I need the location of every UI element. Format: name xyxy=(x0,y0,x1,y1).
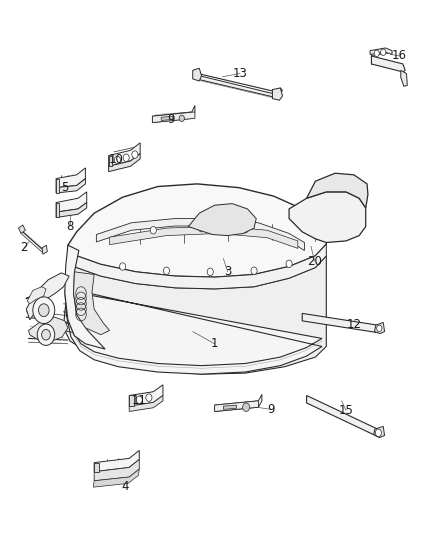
Polygon shape xyxy=(68,184,326,277)
Circle shape xyxy=(198,224,205,232)
Polygon shape xyxy=(64,256,326,374)
Polygon shape xyxy=(370,48,392,54)
Text: 4: 4 xyxy=(121,480,129,492)
Text: 12: 12 xyxy=(346,318,361,330)
Polygon shape xyxy=(42,245,47,254)
Polygon shape xyxy=(188,204,256,236)
Circle shape xyxy=(37,324,55,345)
Circle shape xyxy=(132,151,138,158)
Circle shape xyxy=(123,154,129,161)
Polygon shape xyxy=(56,203,59,217)
Polygon shape xyxy=(94,459,139,481)
Circle shape xyxy=(33,297,55,324)
Circle shape xyxy=(163,267,170,274)
Text: 9: 9 xyxy=(167,113,175,126)
Polygon shape xyxy=(110,226,298,248)
Polygon shape xyxy=(374,426,385,438)
Polygon shape xyxy=(68,244,326,289)
Polygon shape xyxy=(93,469,139,487)
Circle shape xyxy=(39,304,49,317)
Text: 15: 15 xyxy=(339,404,353,417)
Polygon shape xyxy=(65,245,105,349)
Polygon shape xyxy=(18,225,25,233)
Circle shape xyxy=(374,50,379,56)
Circle shape xyxy=(381,49,386,55)
Text: 11: 11 xyxy=(132,394,147,407)
Circle shape xyxy=(146,394,152,401)
Polygon shape xyxy=(289,192,366,243)
Polygon shape xyxy=(74,272,110,335)
Circle shape xyxy=(243,403,250,411)
Polygon shape xyxy=(307,173,368,208)
Polygon shape xyxy=(129,395,134,406)
Polygon shape xyxy=(56,179,85,193)
Polygon shape xyxy=(94,450,139,472)
Polygon shape xyxy=(28,317,68,341)
Circle shape xyxy=(242,225,248,233)
Circle shape xyxy=(42,329,50,340)
Polygon shape xyxy=(371,56,405,72)
Polygon shape xyxy=(195,75,283,97)
Circle shape xyxy=(251,267,257,274)
Polygon shape xyxy=(152,112,195,123)
Circle shape xyxy=(179,115,184,122)
Polygon shape xyxy=(109,154,140,172)
Polygon shape xyxy=(56,192,87,212)
Text: 10: 10 xyxy=(109,154,124,166)
Polygon shape xyxy=(307,395,379,437)
Polygon shape xyxy=(56,168,85,188)
Circle shape xyxy=(136,396,142,403)
Text: 16: 16 xyxy=(392,50,407,62)
Polygon shape xyxy=(109,156,112,166)
Text: 8: 8 xyxy=(67,220,74,233)
Polygon shape xyxy=(272,88,283,100)
Text: 20: 20 xyxy=(307,255,322,268)
Text: 9: 9 xyxy=(267,403,275,416)
Polygon shape xyxy=(215,394,262,411)
Polygon shape xyxy=(26,273,69,320)
Circle shape xyxy=(286,260,292,268)
Circle shape xyxy=(207,268,213,276)
Polygon shape xyxy=(65,288,322,374)
Polygon shape xyxy=(129,395,163,411)
Polygon shape xyxy=(302,313,379,333)
Polygon shape xyxy=(56,203,87,217)
Polygon shape xyxy=(215,401,258,411)
Polygon shape xyxy=(56,179,59,193)
Polygon shape xyxy=(223,405,237,409)
Text: 1: 1 xyxy=(211,337,219,350)
Circle shape xyxy=(150,227,156,234)
Polygon shape xyxy=(94,463,99,472)
Polygon shape xyxy=(374,322,385,334)
Polygon shape xyxy=(401,70,407,86)
Circle shape xyxy=(375,429,381,437)
Polygon shape xyxy=(129,385,163,406)
Text: 13: 13 xyxy=(233,67,247,80)
Polygon shape xyxy=(161,116,173,120)
Text: 3: 3 xyxy=(224,265,231,278)
Circle shape xyxy=(114,156,120,164)
Polygon shape xyxy=(152,106,195,123)
Circle shape xyxy=(377,325,382,332)
Polygon shape xyxy=(96,219,304,251)
Text: 2: 2 xyxy=(20,241,28,254)
Polygon shape xyxy=(109,143,140,166)
Polygon shape xyxy=(27,287,46,304)
Text: 5: 5 xyxy=(61,181,68,194)
Circle shape xyxy=(120,263,126,270)
Polygon shape xyxy=(193,68,201,81)
